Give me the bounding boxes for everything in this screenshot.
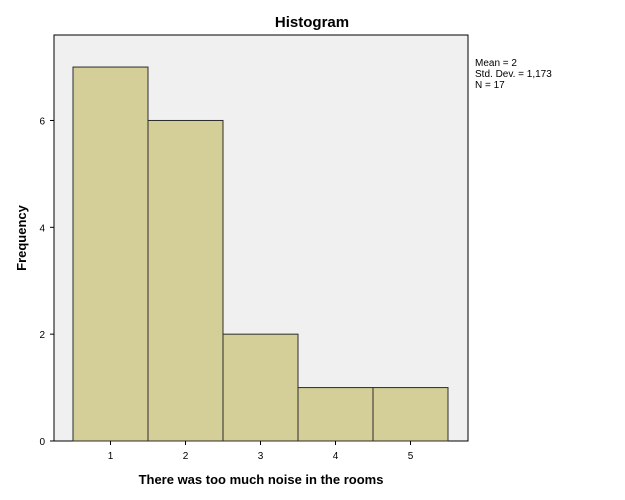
stats-std-dev: Std. Dev. = 1,173 — [475, 69, 552, 80]
y-tick-label: 4 — [39, 223, 45, 234]
x-tick-label: 3 — [258, 451, 264, 462]
stats-box: Mean = 2 Std. Dev. = 1,173 N = 17 — [475, 58, 552, 91]
x-tick-label: 1 — [108, 451, 114, 462]
histogram-bar-4 — [297, 387, 374, 442]
x-tick-label: 5 — [408, 451, 414, 462]
histogram-bar-2 — [147, 119, 224, 442]
histogram-bar-5 — [372, 387, 449, 442]
x-tick-label: 4 — [333, 451, 339, 462]
x-axis: 1 2 3 4 5 — [108, 441, 414, 462]
y-tick-label: 2 — [39, 330, 45, 341]
x-axis-label: There was too much noise in the rooms — [139, 472, 384, 487]
stats-n: N = 17 — [475, 80, 505, 91]
stats-mean: Mean = 2 — [475, 58, 517, 69]
y-axis: 0 2 4 6 — [39, 116, 54, 448]
histogram-bar-1 — [72, 66, 149, 442]
y-tick-label: 0 — [39, 437, 45, 448]
x-tick-label: 2 — [183, 451, 189, 462]
y-tick-label: 6 — [39, 116, 45, 127]
chart-title: Histogram — [275, 14, 349, 31]
y-axis-label: Frequency — [14, 204, 29, 271]
bars-group — [72, 66, 449, 442]
histogram-bar-3 — [222, 333, 299, 442]
